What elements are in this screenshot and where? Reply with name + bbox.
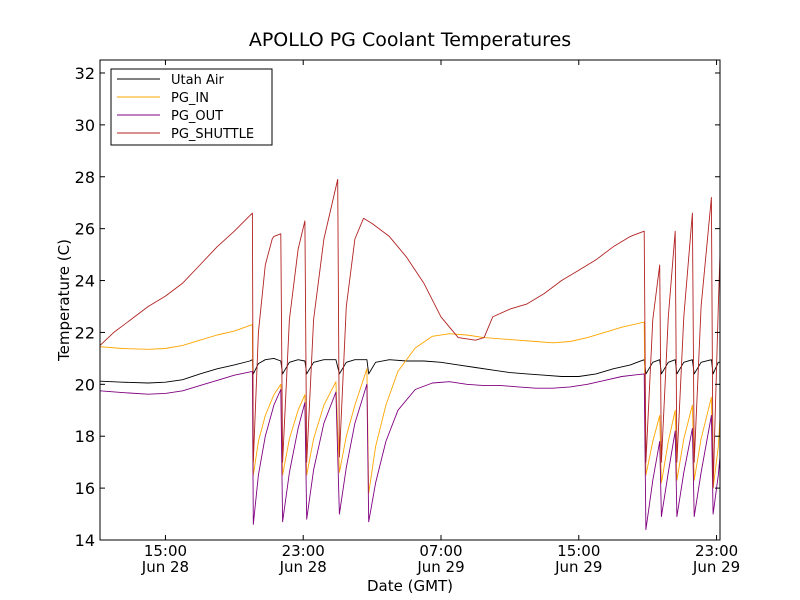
y-tick-label: 20	[75, 375, 95, 394]
series-line-pg-shuttle	[99, 178, 721, 489]
x-tick-date-label: Jun 29	[692, 558, 740, 576]
y-tick-label: 32	[75, 64, 95, 83]
x-tick-date-label: Jun 28	[279, 558, 327, 576]
y-axis-label: Temperature (C)	[55, 239, 73, 362]
legend-label: PG_OUT	[171, 109, 223, 124]
x-tick-date-label: Jun 29	[416, 558, 464, 576]
series-layer	[99, 178, 721, 531]
x-tick-time-label: 07:00	[419, 542, 462, 560]
y-tick-label: 18	[75, 427, 95, 446]
series-line-pg-in	[99, 321, 721, 494]
x-tick-time-label: 15:00	[557, 542, 600, 560]
legend: Utah Air PG_IN PG_OUT PG_SHUTTLE	[110, 68, 273, 146]
y-tick-label: 14	[75, 531, 95, 550]
legend-label: PG_IN	[171, 91, 209, 106]
y-axis-ticks: 14 16 18 20 22 24 26 28 30 32	[75, 64, 720, 550]
y-tick-label: 30	[75, 116, 95, 135]
y-tick-label: 26	[75, 220, 95, 239]
y-tick-label: 24	[75, 272, 95, 291]
chart-title: APOLLO PG Coolant Temperatures	[249, 29, 571, 51]
legend-label: PG_SHUTTLE	[171, 127, 254, 142]
y-tick-label: 28	[75, 168, 95, 187]
y-tick-label: 22	[75, 323, 95, 342]
x-tick-time-label: 23:00	[282, 542, 325, 560]
x-axis-label: Date (GMT)	[367, 577, 453, 595]
x-tick-date-label: Jun 28	[141, 558, 189, 576]
x-tick-date-label: Jun 29	[554, 558, 602, 576]
plot-frame	[99, 59, 721, 541]
legend-label: Utah Air	[171, 73, 224, 88]
legend-frame	[110, 68, 273, 146]
x-tick-time-label: 15:00	[144, 542, 187, 560]
x-tick-time-label: 23:00	[695, 542, 738, 560]
y-tick-label: 16	[75, 479, 95, 498]
series-line-pg-out	[99, 370, 721, 531]
